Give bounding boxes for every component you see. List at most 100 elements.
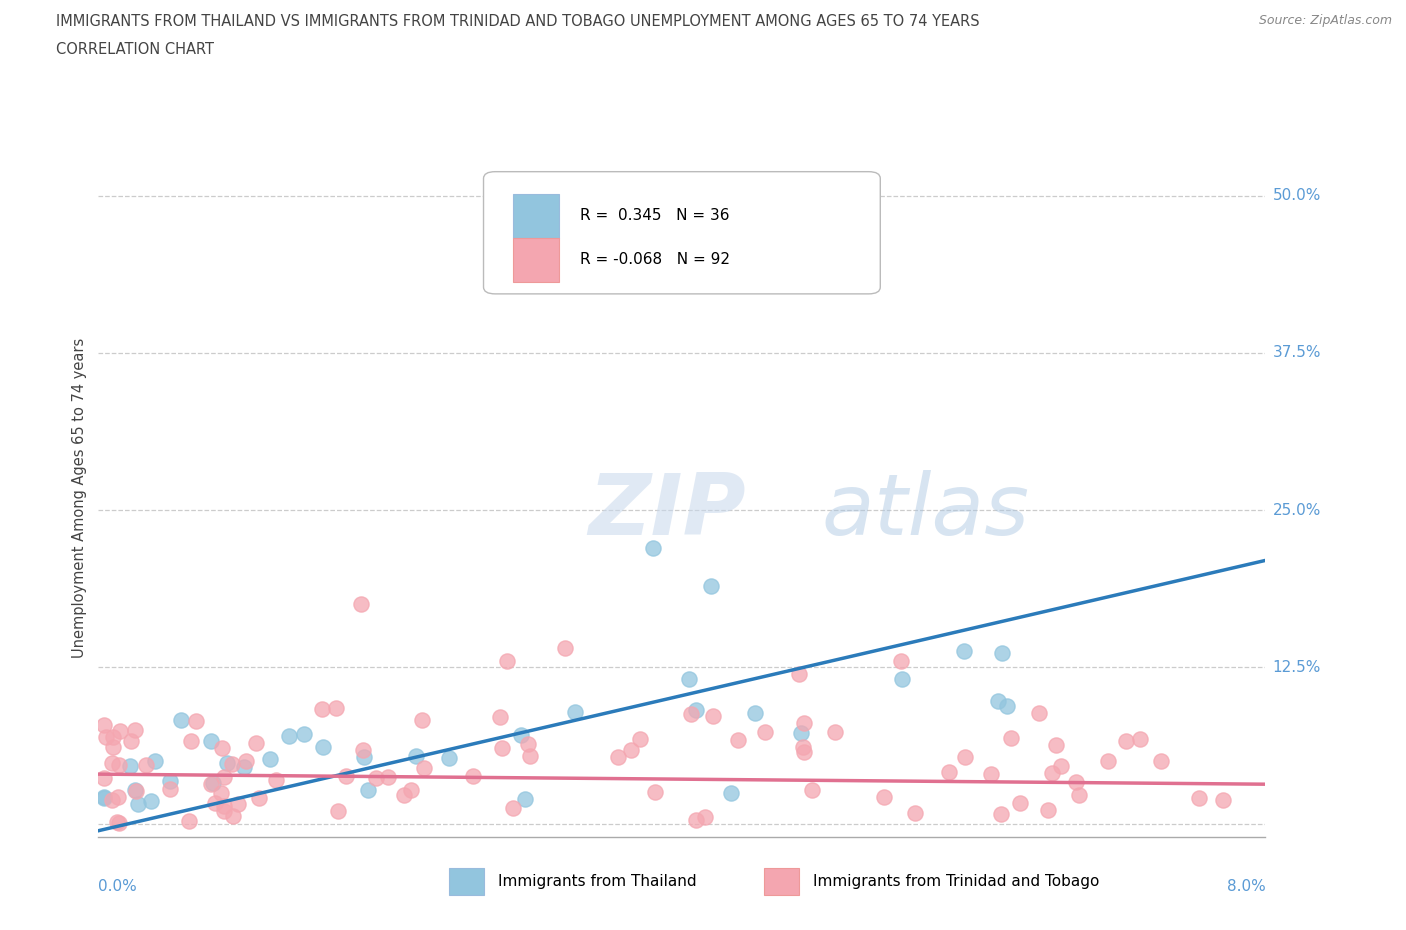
Point — [790, 726, 813, 741]
Point — [685, 813, 707, 828]
Point — [1212, 792, 1234, 807]
Point — [212, 799, 235, 814]
Point — [491, 741, 513, 756]
Point — [335, 769, 357, 784]
Point — [127, 796, 149, 811]
Text: Immigrants from Thailand: Immigrants from Thailand — [498, 873, 696, 889]
Point — [904, 805, 927, 820]
Text: ZIP: ZIP — [589, 470, 747, 552]
Point — [890, 654, 912, 669]
Point — [644, 784, 666, 799]
Point — [437, 751, 460, 765]
Point — [685, 703, 707, 718]
Point — [413, 761, 436, 776]
Point — [693, 810, 716, 825]
Point — [200, 777, 222, 791]
Point — [107, 816, 129, 830]
Text: R =  0.345   N = 36: R = 0.345 N = 36 — [581, 208, 730, 223]
Point — [1097, 753, 1119, 768]
Point — [952, 644, 974, 658]
Point — [1038, 803, 1060, 817]
Point — [103, 739, 125, 754]
Point — [364, 771, 387, 786]
Point — [980, 766, 1002, 781]
Point — [222, 809, 245, 824]
Bar — [763, 868, 799, 895]
Point — [489, 710, 512, 724]
Point — [124, 784, 146, 799]
Point — [990, 806, 1012, 821]
Point — [392, 788, 415, 803]
Point — [353, 750, 375, 764]
Point — [700, 578, 723, 593]
Bar — [449, 868, 484, 895]
Point — [221, 756, 243, 771]
Point — [120, 734, 142, 749]
Point — [93, 790, 115, 805]
Point — [226, 796, 249, 811]
Point — [356, 782, 378, 797]
Point — [995, 698, 1018, 713]
Point — [233, 759, 256, 774]
Point — [787, 666, 810, 681]
Point — [681, 707, 703, 722]
Point — [277, 728, 299, 743]
Point — [141, 793, 163, 808]
Point — [292, 726, 315, 741]
Point — [1045, 738, 1067, 753]
Point — [202, 776, 225, 790]
Point — [120, 759, 142, 774]
Point — [938, 764, 960, 779]
Point — [135, 758, 157, 773]
Point — [405, 749, 427, 764]
Bar — [513, 238, 560, 282]
Text: IMMIGRANTS FROM THAILAND VS IMMIGRANTS FROM TRINIDAD AND TOBAGO UNEMPLOYMENT AMO: IMMIGRANTS FROM THAILAND VS IMMIGRANTS F… — [56, 14, 980, 29]
Point — [266, 773, 288, 788]
Text: 12.5%: 12.5% — [1272, 659, 1320, 675]
Point — [325, 701, 347, 716]
Point — [108, 724, 131, 738]
Point — [124, 783, 146, 798]
Point — [513, 791, 536, 806]
Point — [872, 790, 894, 804]
Text: Immigrants from Trinidad and Tobago: Immigrants from Trinidad and Tobago — [813, 873, 1099, 889]
Point — [105, 815, 128, 830]
Text: 0.0%: 0.0% — [98, 879, 138, 894]
Point — [1000, 731, 1022, 746]
Text: 8.0%: 8.0% — [1226, 879, 1265, 894]
Text: 50.0%: 50.0% — [1272, 188, 1320, 204]
Point — [204, 795, 226, 810]
Point — [496, 654, 519, 669]
Point — [212, 770, 235, 785]
Point — [1188, 791, 1211, 806]
Point — [311, 739, 333, 754]
Point — [93, 790, 115, 804]
Point — [1028, 705, 1050, 720]
Point — [1049, 759, 1071, 774]
Point — [352, 742, 374, 757]
Point — [792, 739, 814, 754]
Text: Source: ZipAtlas.com: Source: ZipAtlas.com — [1258, 14, 1392, 27]
Point — [215, 755, 238, 770]
Point — [702, 709, 724, 724]
Point — [678, 671, 700, 686]
Text: R = -0.068   N = 92: R = -0.068 N = 92 — [581, 252, 730, 268]
Point — [991, 645, 1014, 660]
Point — [377, 769, 399, 784]
Text: CORRELATION CHART: CORRELATION CHART — [56, 42, 214, 57]
Point — [108, 758, 131, 773]
Point — [607, 750, 630, 764]
Point — [212, 804, 235, 818]
Point — [180, 734, 202, 749]
Point — [793, 716, 815, 731]
Point — [184, 714, 207, 729]
Point — [179, 814, 201, 829]
Point — [249, 791, 271, 806]
FancyBboxPatch shape — [484, 172, 880, 294]
Point — [754, 724, 776, 739]
Point — [1040, 765, 1063, 780]
Point — [510, 728, 533, 743]
Point — [824, 724, 846, 739]
Point — [245, 736, 267, 751]
Point — [744, 706, 766, 721]
